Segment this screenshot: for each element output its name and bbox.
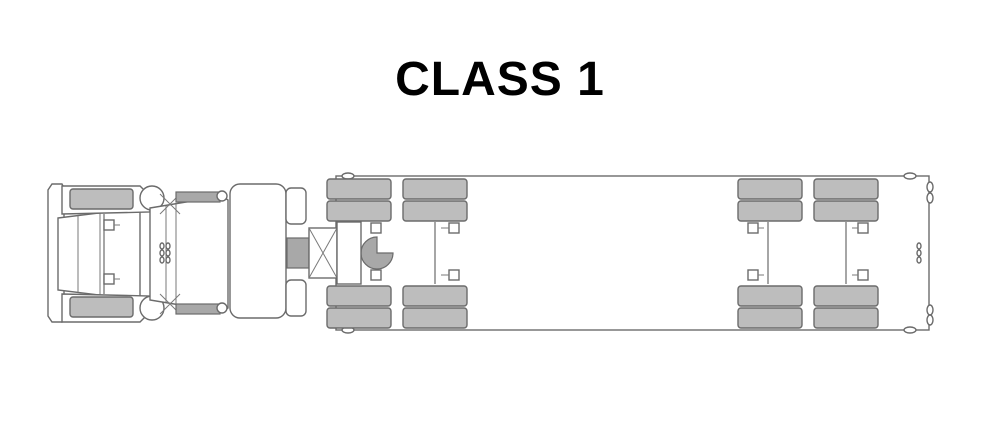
drive-tire (402, 307, 468, 329)
trailer-tire (813, 285, 879, 307)
trailer-marker-light (926, 181, 934, 193)
drive-tire (402, 285, 468, 307)
trailer-tire (737, 307, 803, 329)
axle-hub (370, 269, 382, 281)
drive-tire (326, 285, 392, 307)
trailer-center-light (916, 249, 922, 257)
axle-hub (448, 222, 460, 234)
fuel-tank-right (285, 279, 307, 317)
axle-hub (747, 222, 759, 234)
drive-tire (326, 200, 392, 222)
trailer-axle-group (737, 178, 879, 329)
sleeper (229, 183, 287, 319)
axle-hub (103, 219, 115, 231)
trailer-center-light (916, 256, 922, 264)
front-tire-right (69, 296, 134, 318)
trailer-marker-light (926, 304, 934, 316)
axle-hub (370, 222, 382, 234)
axle-hub (857, 269, 869, 281)
trailer-tire (813, 307, 879, 329)
trailer-rear-light (903, 172, 917, 180)
cab-step-left (175, 191, 221, 203)
trailer-marker-light (926, 192, 934, 204)
drive-frame (336, 221, 362, 285)
front-tire-left (69, 188, 134, 210)
trailer-rear-light (903, 326, 917, 334)
trailer-tire (737, 178, 803, 200)
frame-rail (286, 237, 310, 269)
fifth-wheel (360, 236, 394, 270)
class-title: CLASS 1 (395, 53, 605, 106)
tractor (47, 178, 468, 329)
drive-tire (326, 307, 392, 329)
hood (57, 207, 141, 301)
axle-hub (448, 269, 460, 281)
trailer-tire (813, 178, 879, 200)
trailer-tire (813, 200, 879, 222)
drive-tire (402, 178, 468, 200)
axle-hub (857, 222, 869, 234)
trailer-tire (737, 200, 803, 222)
trailer-front-light (341, 172, 355, 180)
cab-step-right (175, 303, 221, 315)
trailer-tire (737, 285, 803, 307)
axle-hub (103, 273, 115, 285)
trailer-center-light (916, 242, 922, 250)
drive-tire (402, 200, 468, 222)
drive-tire (326, 178, 392, 200)
trailer-marker-light (926, 314, 934, 326)
fuel-tank-left (285, 187, 307, 225)
axle-hub (747, 269, 759, 281)
